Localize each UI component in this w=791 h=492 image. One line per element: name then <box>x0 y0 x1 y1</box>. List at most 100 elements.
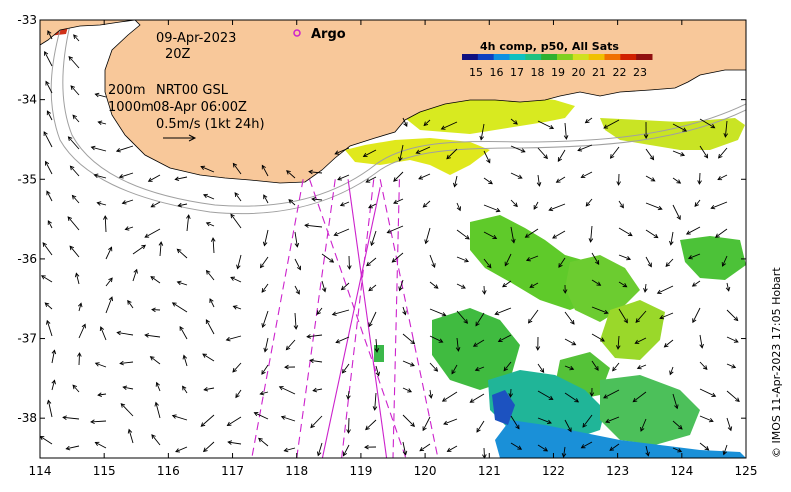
current-arrow-head <box>285 345 291 351</box>
current-arrow-head <box>517 445 523 450</box>
current-arrow <box>717 174 728 180</box>
current-arrow <box>618 281 627 288</box>
argo-marker[interactable] <box>293 29 301 37</box>
current-arrow <box>441 121 458 130</box>
current-arrow <box>334 228 350 236</box>
current-arrow-head <box>119 360 124 366</box>
current-arrow-head <box>547 419 552 425</box>
current-arrow-head <box>150 203 156 208</box>
colorbar-label: 19 <box>551 66 565 79</box>
satellite-track <box>321 187 381 459</box>
satellite-tracks <box>251 179 439 459</box>
current-arrow-head <box>67 216 73 221</box>
current-arrow <box>726 309 739 321</box>
current-arrow-head <box>594 260 600 265</box>
current-arrow-head <box>40 275 46 280</box>
current-arrow <box>177 248 188 259</box>
current-arrow-head <box>108 246 113 252</box>
current-arrow-head <box>424 239 429 245</box>
current-arrow-head <box>704 446 710 451</box>
current-arrow <box>429 308 446 316</box>
current-arrow-head <box>393 199 398 204</box>
current-arrow <box>375 365 380 376</box>
current-arrow-head <box>567 427 572 433</box>
current-arrow-head <box>635 318 641 323</box>
current-arrow <box>45 81 53 94</box>
current-arrow-head <box>51 379 56 385</box>
current-arrow-head <box>46 110 51 116</box>
current-arrow-head <box>46 190 51 196</box>
satellite-track <box>379 179 439 459</box>
current-arrow-head <box>481 290 487 295</box>
current-arrow <box>510 388 512 398</box>
current-arrow-head <box>609 154 615 159</box>
current-arrow-head <box>316 451 322 457</box>
current-arrow <box>726 417 732 431</box>
current-arrow-head <box>402 450 408 456</box>
current-arrow <box>692 280 701 287</box>
y-tick-label: -33 <box>17 13 37 27</box>
current-arrow <box>68 56 80 69</box>
current-arrow <box>144 228 161 238</box>
current-arrow-head <box>368 204 373 209</box>
current-arrow-head <box>306 334 311 339</box>
current-arrow <box>698 172 701 185</box>
current-arrow-head <box>72 384 77 390</box>
current-arrow <box>645 445 649 456</box>
hour-label: 20Z <box>165 47 191 62</box>
current-arrow-head <box>682 127 688 132</box>
current-arrow-head <box>647 262 652 268</box>
current-arrow <box>254 412 269 420</box>
colorbar-swatch <box>636 54 653 60</box>
current-arrow <box>125 226 134 230</box>
current-arrow <box>316 307 323 315</box>
current-arrow-head <box>262 241 268 247</box>
current-arrow-head <box>694 202 699 208</box>
current-arrow-head <box>94 441 100 446</box>
current-arrow-head <box>312 387 318 393</box>
current-arrow <box>286 339 296 351</box>
current-arrow-head <box>643 134 649 139</box>
current-arrow <box>177 281 188 286</box>
current-arrow <box>645 175 655 182</box>
current-arrow-head <box>461 284 466 289</box>
current-arrow-head <box>415 149 421 154</box>
current-arrow <box>699 388 716 397</box>
current-arrow-head <box>393 177 398 182</box>
current-arrow <box>227 416 242 426</box>
current-arrow-head <box>391 258 397 263</box>
current-arrow <box>46 320 53 337</box>
current-arrow-head <box>605 418 611 424</box>
current-arrow <box>419 443 431 452</box>
current-arrow <box>456 229 470 240</box>
current-arrow <box>203 194 215 200</box>
current-arrow <box>237 254 242 269</box>
current-arrow <box>128 429 134 444</box>
current-arrow <box>454 175 458 187</box>
current-arrow-head <box>209 298 214 303</box>
current-arrow-head <box>210 237 216 242</box>
current-arrow-head <box>230 213 235 219</box>
current-arrow-head <box>46 319 51 325</box>
current-arrow-head <box>200 165 206 170</box>
y-tick-label: -36 <box>17 252 37 266</box>
current-arrow <box>200 166 215 173</box>
current-arrow-head <box>77 352 82 357</box>
current-arrow-head <box>552 234 557 239</box>
current-arrow <box>119 172 134 178</box>
current-arrow <box>317 442 323 456</box>
current-arrow-head <box>335 339 341 344</box>
current-arrow-head <box>368 322 373 328</box>
current-arrow-head <box>47 220 52 225</box>
current-arrow <box>537 444 548 452</box>
current-arrow <box>105 277 113 287</box>
current-arrow <box>563 446 566 457</box>
current-arrow <box>402 117 408 127</box>
current-arrow-head <box>524 233 530 238</box>
current-arrow-head <box>456 206 461 212</box>
current-arrow <box>204 387 215 391</box>
current-arrow-head <box>202 353 207 358</box>
current-arrow-head <box>571 341 577 346</box>
current-arrow <box>206 222 215 227</box>
current-arrow-head <box>81 323 86 329</box>
